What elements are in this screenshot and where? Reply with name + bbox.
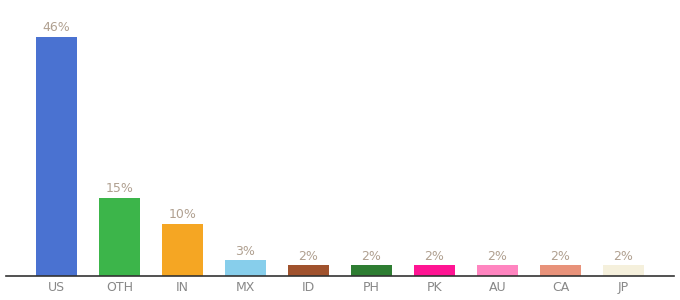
Bar (414, 266, 455, 276)
Text: 10%: 10% (169, 208, 197, 221)
Bar (603, 266, 644, 276)
Bar (36, 37, 77, 276)
Text: 2%: 2% (424, 250, 445, 263)
Bar (540, 266, 581, 276)
Text: 3%: 3% (235, 245, 256, 258)
Text: 46%: 46% (43, 21, 70, 34)
Bar (225, 260, 266, 276)
Text: 2%: 2% (488, 250, 507, 263)
Text: 2%: 2% (551, 250, 571, 263)
Text: 15%: 15% (105, 182, 133, 195)
Text: 2%: 2% (362, 250, 381, 263)
Bar (477, 266, 518, 276)
Bar (351, 266, 392, 276)
Bar (288, 266, 329, 276)
Text: 2%: 2% (299, 250, 318, 263)
Bar (162, 224, 203, 276)
Bar (99, 198, 140, 276)
Text: 2%: 2% (613, 250, 634, 263)
